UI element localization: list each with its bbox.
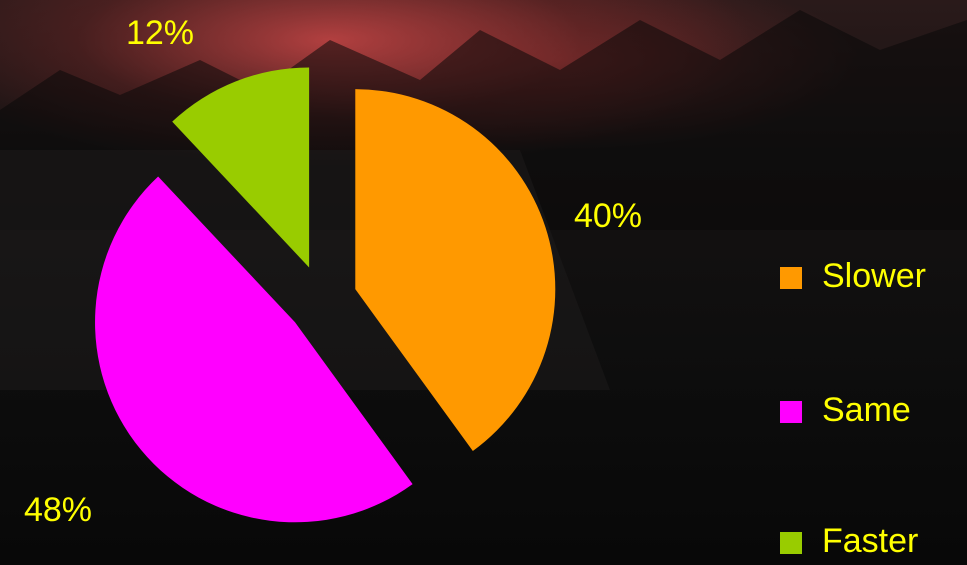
legend-label: Faster xyxy=(822,522,918,560)
data-label: 40% xyxy=(574,197,642,235)
legend-label: Slower xyxy=(822,257,926,295)
pie-slice xyxy=(95,176,413,523)
data-label: 48% xyxy=(24,491,92,529)
legend-swatch xyxy=(780,532,802,554)
data-label: 12% xyxy=(126,14,194,52)
legend-label: Same xyxy=(822,391,911,429)
pie-slice xyxy=(172,67,310,268)
legend-swatch xyxy=(780,267,802,289)
pie-slice xyxy=(355,89,556,451)
legend-swatch xyxy=(780,401,802,423)
